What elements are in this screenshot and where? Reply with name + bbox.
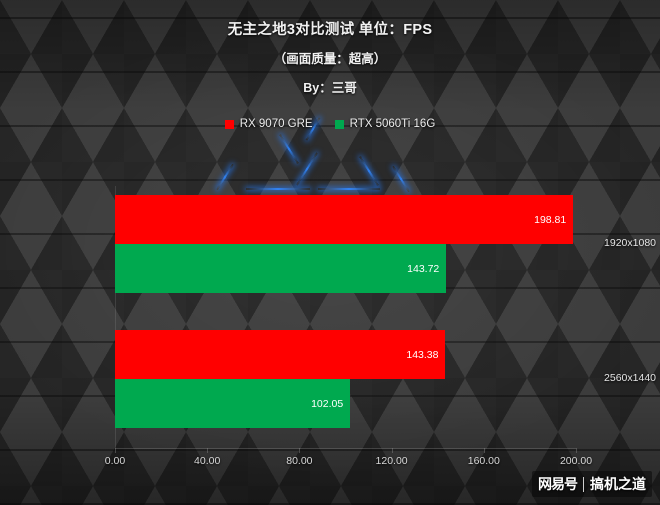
x-axis-tick-mark: [576, 448, 577, 453]
y-axis-line: [115, 186, 116, 448]
bar-rx-9070-gre-2560x1440[interactable]: 143.38: [115, 330, 446, 379]
x-axis-line: [115, 448, 576, 449]
x-axis-tick-mark: [299, 448, 301, 453]
x-axis-tick-label: 40.00: [194, 455, 221, 467]
bar-value-label: 143.72: [407, 262, 440, 275]
x-axis-tick-mark: [207, 448, 209, 453]
bar-rtx-5060ti-16g-1920x1080[interactable]: 143.72: [115, 244, 447, 293]
legend-item[interactable]: RTX 5060Ti 16G: [334, 118, 436, 130]
bar-value-label: 102.05: [311, 397, 344, 410]
legend-swatch-icon: [224, 119, 234, 129]
chart-author: By：三哥: [303, 81, 357, 95]
x-axis-tick-label: 200.00: [559, 455, 593, 467]
chart-title: 无主之地3对比测试 单位：FPS: [227, 22, 433, 38]
x-axis-tick-label: 160.00: [467, 455, 500, 467]
legend-label: RTX 5060Ti 16G: [349, 118, 436, 130]
x-axis-tick-mark: [391, 448, 393, 453]
watermark-divider: [583, 476, 584, 492]
chart-legend: RX 9070 GRE RTX 5060Ti 16G: [0, 118, 660, 130]
x-axis-tick-label: 120.00: [375, 455, 408, 467]
category-label-1920x1080: 1920x1080: [604, 237, 656, 249]
x-axis-tick-mark: [483, 448, 485, 453]
watermark-text: 搞机之道: [590, 476, 646, 492]
chart-subtitle: （画面质量：超高）: [273, 52, 387, 66]
chart-title-block: 无主之地3对比测试 单位：FPS （画面质量：超高） By：三哥: [0, 18, 660, 96]
bar-rx-9070-gre-1920x1080[interactable]: 198.81: [115, 195, 574, 244]
watermark-badge: 网易号: [538, 476, 578, 492]
x-axis-tick-mark: [115, 448, 116, 453]
x-axis-tick-label: 0.00: [104, 455, 126, 467]
watermark: 网易号 搞机之道: [532, 471, 652, 497]
legend-item[interactable]: RX 9070 GRE: [224, 118, 313, 130]
legend-label: RX 9070 GRE: [239, 118, 313, 130]
x-axis-tick-label: 80.00: [286, 455, 313, 467]
bar-value-label: 198.81: [534, 213, 567, 226]
legend-swatch-icon: [334, 119, 344, 129]
category-label-2560x1440: 2560x1440: [604, 372, 656, 384]
bar-rtx-5060ti-16g-2560x1440[interactable]: 102.05: [115, 379, 351, 428]
bar-value-label: 143.38: [406, 348, 439, 361]
